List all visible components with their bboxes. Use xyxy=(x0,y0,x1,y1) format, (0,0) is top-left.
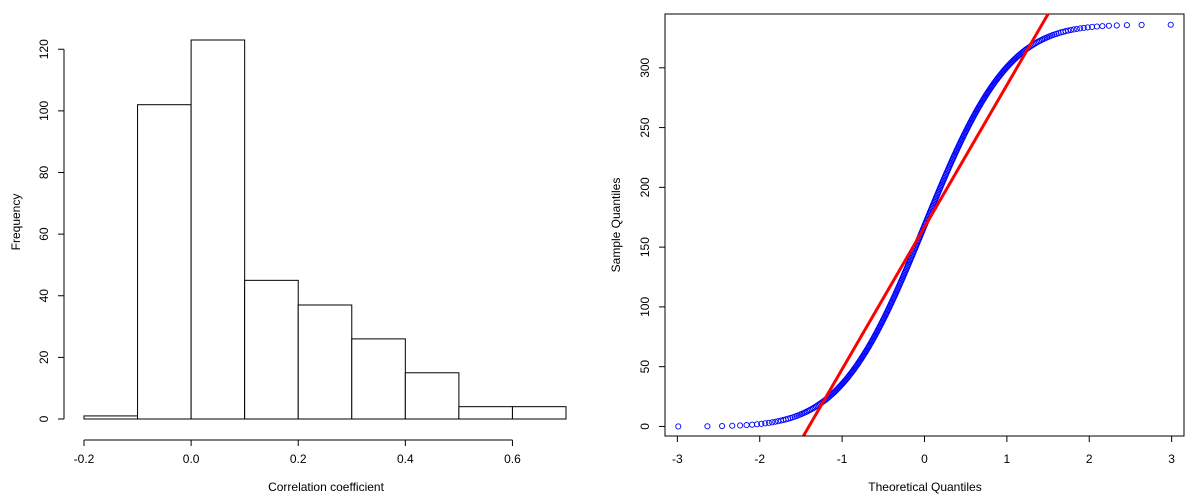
histogram-bar xyxy=(351,338,406,420)
x-tick-label: 0.0 xyxy=(183,452,200,466)
y-tick-label: 100 xyxy=(37,101,51,121)
qq-point xyxy=(830,389,838,396)
x-tick-label: 1 xyxy=(1004,452,1011,466)
qq-point xyxy=(675,423,682,430)
y-tick-label: 60 xyxy=(37,227,51,241)
qq-point xyxy=(1065,27,1072,34)
x-tick-label: 0.6 xyxy=(504,452,521,466)
qq-plot-panel: -3 -2 -1 0 1 2 3 0 50 100 150 200 250 300 Theoretica… xyxy=(609,13,1185,494)
x-tick-label: 0 xyxy=(921,452,928,466)
qq-point xyxy=(765,419,772,426)
qq-point xyxy=(772,418,779,425)
qq-point xyxy=(1138,21,1145,28)
histogram-bars xyxy=(83,39,567,420)
qq-point xyxy=(1008,58,1015,65)
qq-point xyxy=(1073,25,1080,32)
histogram-y-axis-label: Frequency xyxy=(9,194,23,251)
qq-point xyxy=(1093,23,1100,30)
histogram-x-axis: -0.2 0.0 0.2 0.4 0.6 xyxy=(74,439,521,466)
x-tick-label: 0.2 xyxy=(290,452,307,466)
y-tick-label: 300 xyxy=(638,57,652,77)
qq-point xyxy=(1123,22,1130,29)
qq-point xyxy=(1080,24,1087,31)
qq-point xyxy=(1009,57,1017,64)
y-tick-label: 120 xyxy=(37,39,51,59)
x-tick-label: -2 xyxy=(754,452,765,466)
x-tick-label: -1 xyxy=(837,452,848,466)
qq-x-axis: -3 -2 -1 0 1 2 3 xyxy=(672,435,1175,466)
qq-point xyxy=(1007,59,1014,66)
qq-point xyxy=(832,387,840,394)
histogram-bar xyxy=(137,104,192,420)
qq-point xyxy=(762,420,769,427)
qq-x-axis-label: Theoretical Quantiles xyxy=(868,480,981,494)
histogram-panel: -0.2 0.0 0.2 0.4 0.6 0 20 40 60 80 100 120 Correla… xyxy=(9,39,567,494)
qq-point xyxy=(1077,25,1084,32)
qq-point xyxy=(1113,22,1120,29)
histogram-bar xyxy=(297,304,353,420)
y-tick-label: 80 xyxy=(37,166,51,180)
x-tick-label: 2 xyxy=(1086,452,1093,466)
qq-point xyxy=(769,419,776,426)
histogram-bar xyxy=(404,372,460,420)
qq-y-axis: 0 50 100 150 200 250 300 xyxy=(638,57,666,430)
qq-point xyxy=(1006,60,1013,67)
y-tick-label: 250 xyxy=(638,117,652,137)
qq-point xyxy=(719,422,726,430)
qq-point xyxy=(1067,26,1074,34)
qq-point xyxy=(758,420,765,427)
y-tick-label: 0 xyxy=(638,423,652,430)
histogram-bar xyxy=(458,406,513,420)
qq-point xyxy=(753,421,761,428)
histogram-bar xyxy=(83,415,139,420)
qq-point xyxy=(1084,24,1091,31)
histogram-bar xyxy=(190,39,246,420)
qq-point xyxy=(1167,21,1174,28)
histogram-bar xyxy=(244,279,299,420)
histogram-bar xyxy=(511,406,567,420)
histogram-x-axis-label: Correlation coefficient xyxy=(268,480,385,494)
y-tick-label: 150 xyxy=(638,237,652,257)
x-tick-label: -0.2 xyxy=(74,452,95,466)
qq-point xyxy=(749,421,756,428)
y-tick-label: 40 xyxy=(37,289,51,303)
y-tick-label: 200 xyxy=(638,177,652,197)
y-tick-label: 0 xyxy=(37,415,51,422)
qq-point xyxy=(743,422,750,429)
x-tick-label: -3 xyxy=(672,452,683,466)
qq-point xyxy=(737,422,744,429)
x-tick-label: 0.4 xyxy=(397,452,414,466)
qq-point xyxy=(704,423,711,430)
y-tick-label: 50 xyxy=(638,360,652,374)
qq-y-axis-label: Sample Quantiles xyxy=(609,178,623,273)
y-tick-label: 100 xyxy=(638,297,652,317)
x-tick-label: 3 xyxy=(1168,452,1175,466)
qq-point xyxy=(729,422,736,429)
histogram-y-axis: 0 20 40 60 80 100 120 xyxy=(37,39,65,422)
qq-point xyxy=(1070,26,1077,33)
qq-point xyxy=(1099,23,1106,30)
y-tick-label: 20 xyxy=(37,350,51,364)
qq-reference-line xyxy=(802,13,1050,437)
qq-point xyxy=(831,388,839,395)
qq-point xyxy=(1105,22,1112,29)
